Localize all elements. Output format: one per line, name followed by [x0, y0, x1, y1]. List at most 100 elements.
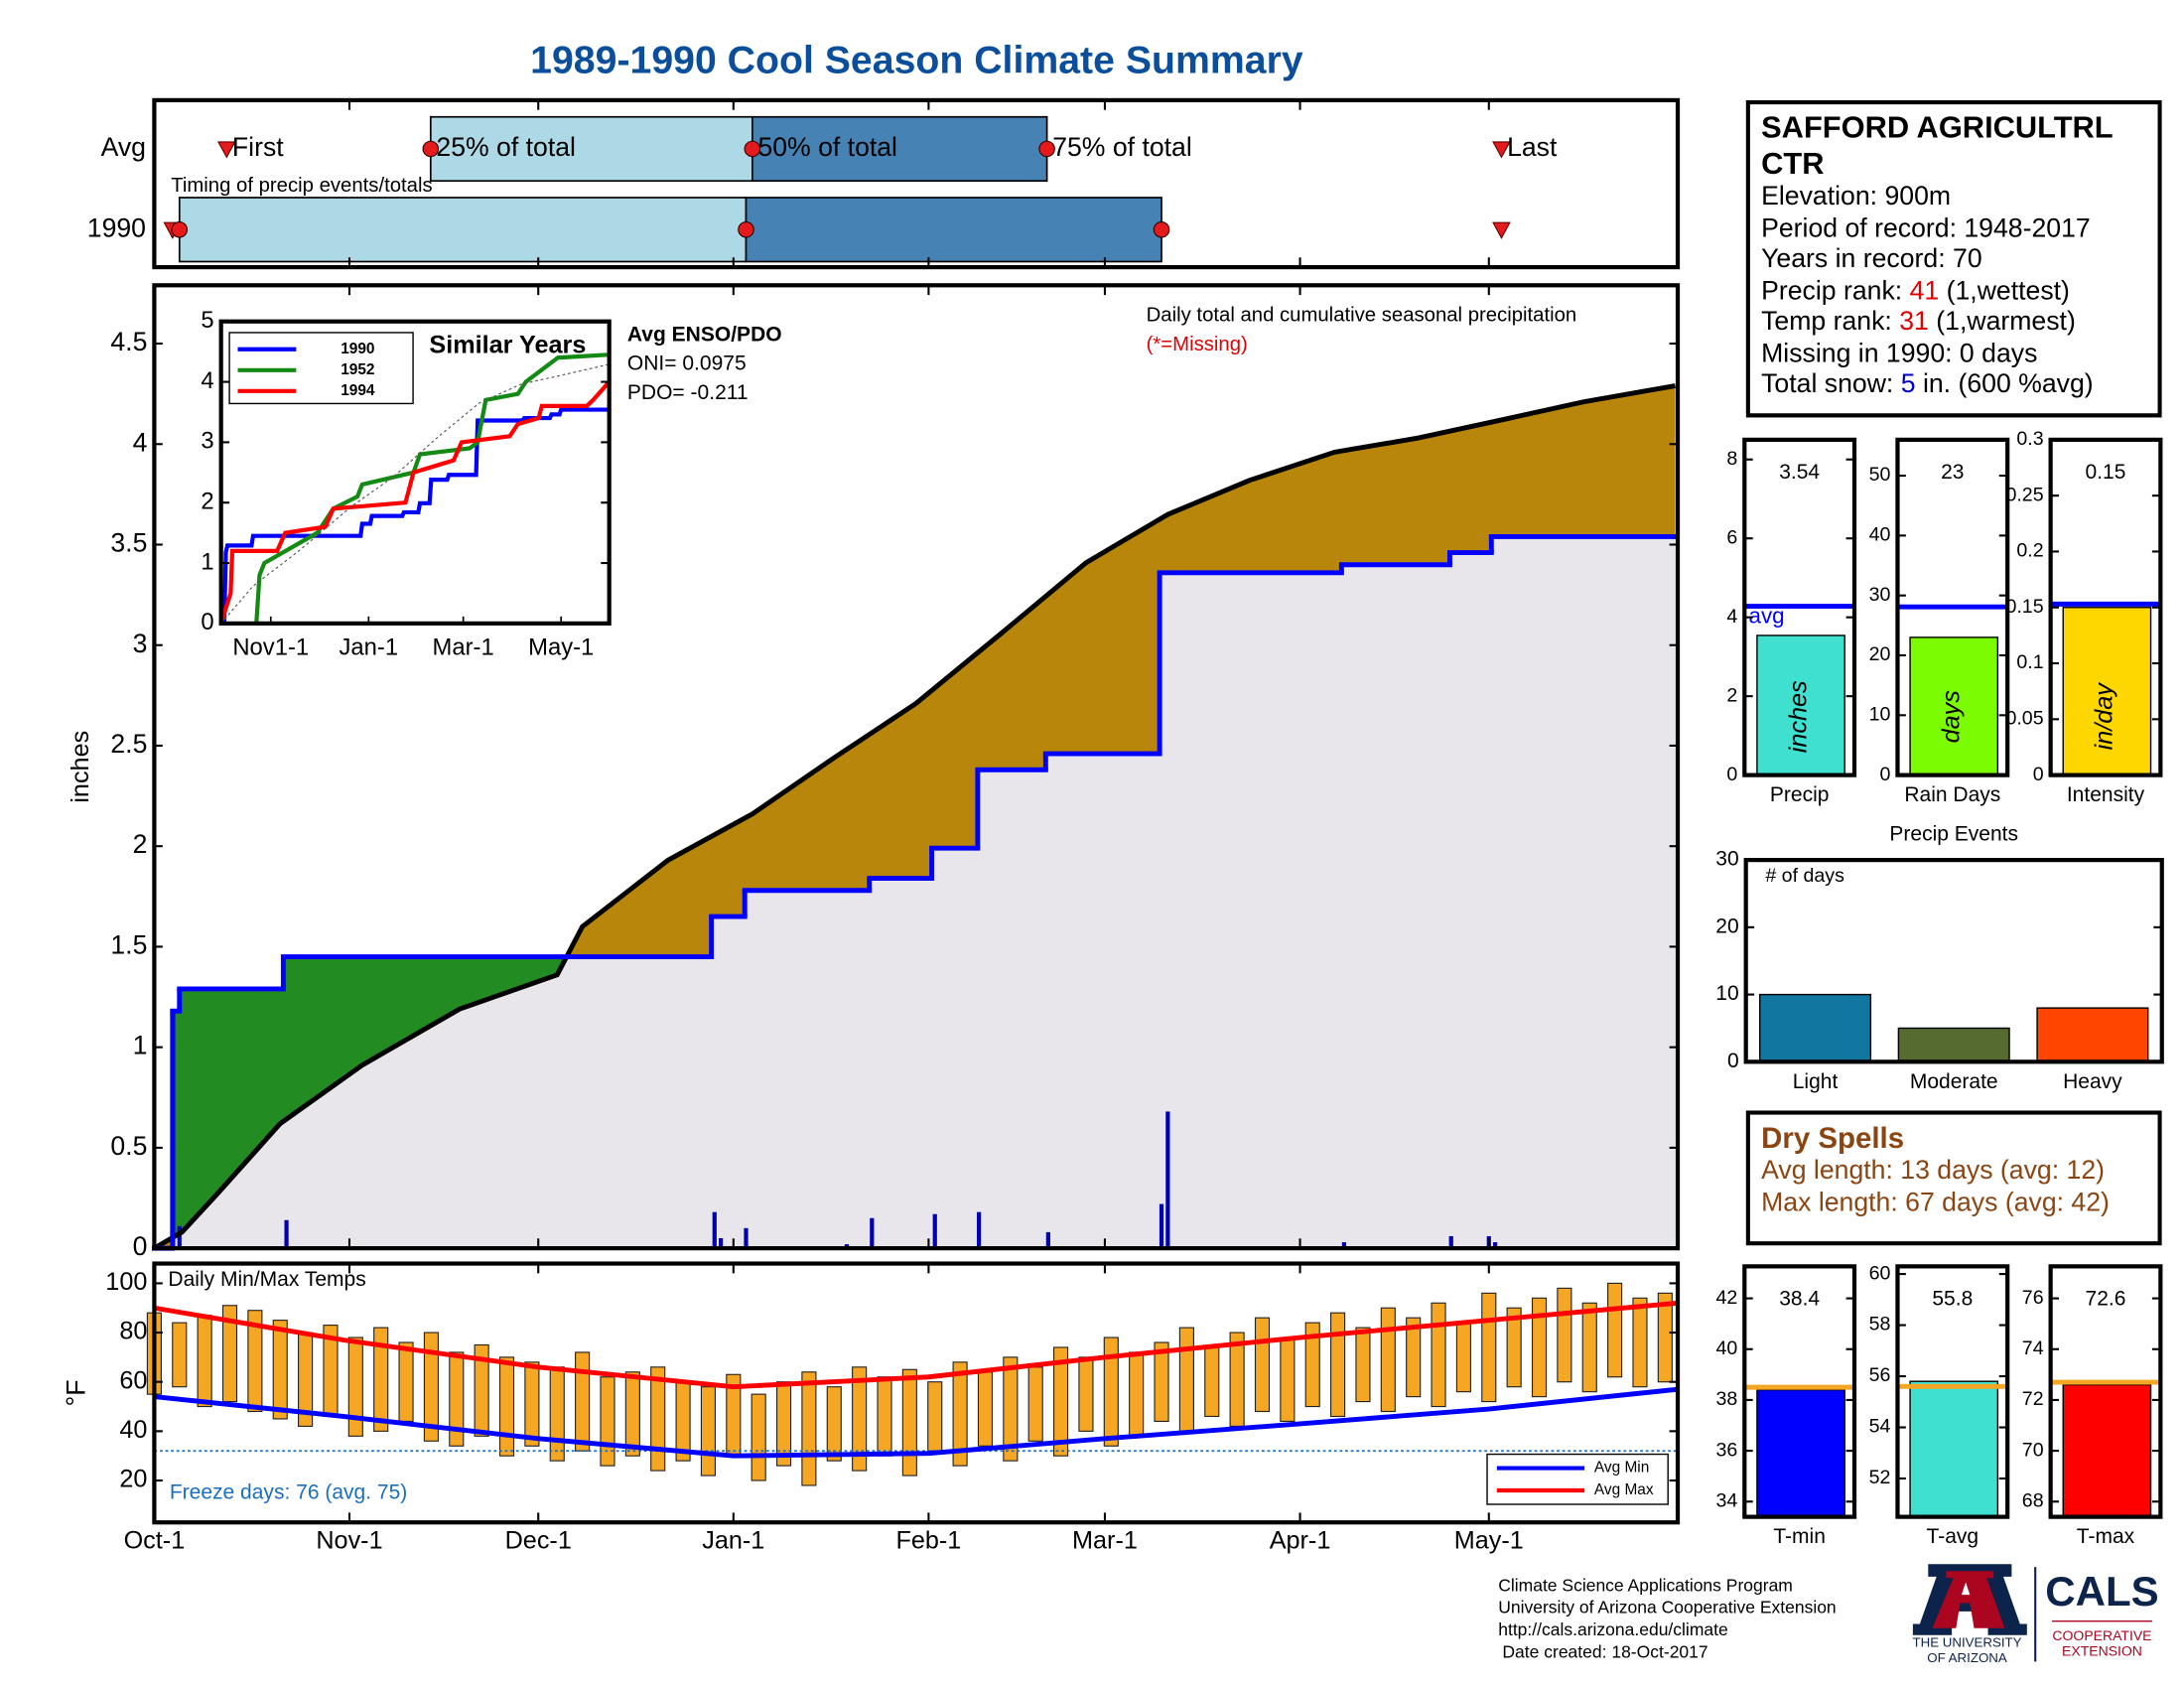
y-tick-label: 4: [133, 427, 148, 457]
temp-range-bar: [1557, 1287, 1572, 1383]
bar: [1756, 634, 1845, 776]
x-tick-label: Apr-1: [1270, 1527, 1331, 1555]
ua-logo-hole: [1961, 1582, 1971, 1596]
station-box: SAFFORD AGRICULTRL CTR Elevation: 900m P…: [1745, 99, 2162, 418]
value: 5: [1900, 369, 1916, 400]
y-tick-label: 3: [201, 428, 213, 455]
footer-line: University of Arizona Cooperative Extens…: [1498, 1598, 1836, 1618]
avg-temp-line: [153, 1300, 1679, 1390]
y-axis-label: inches: [67, 731, 94, 803]
x-tick-label: Moderate: [1910, 1070, 1998, 1093]
enso-pdo: PDO= -0.211: [627, 381, 749, 404]
y-tick-label: 20: [1715, 914, 1738, 937]
y-tick-label: 4: [1726, 606, 1737, 628]
temp-range-bar: [398, 1341, 414, 1422]
daily-precip-bar: [1159, 1203, 1164, 1249]
temp-range-bar: [1355, 1327, 1371, 1403]
y-tick-label: 10: [1869, 704, 1891, 726]
y-tick-label: 36: [1715, 1439, 1737, 1461]
inset-line: [220, 363, 610, 625]
y-tick-label: 0.2: [2016, 540, 2043, 562]
plot-frame: [1742, 1264, 1857, 1519]
dry-spells-max: Max length: 67 days (avg: 42): [1761, 1188, 2110, 1218]
ua-text: OF ARIZONA: [1927, 1650, 2007, 1665]
y-tick-label: 56: [1869, 1364, 1891, 1386]
temp-range-bar: [751, 1393, 766, 1481]
marker-label: Last: [1507, 132, 1558, 162]
y-tick-label: 1: [201, 548, 213, 575]
value: 41: [1909, 276, 1940, 306]
x-tick-label: Heavy: [2063, 1070, 2122, 1093]
note: in. (600 %avg): [1922, 369, 2094, 400]
bar: [1756, 1388, 1845, 1518]
temp-range-bar: [1657, 1292, 1673, 1383]
temp-range-bar: [1481, 1292, 1497, 1403]
station-period: Period of record: 1948-2017: [1761, 213, 2091, 243]
y-tick-label: 50: [1869, 464, 1891, 486]
value-label: 55.8: [1932, 1288, 1973, 1311]
temp-range-bar: [700, 1386, 717, 1477]
x-tick-label: Nov1-1: [232, 633, 309, 660]
label: Precip rank:: [1761, 276, 1903, 306]
legend-label: Avg Min: [1594, 1460, 1649, 1477]
temp-range-bar: [1531, 1297, 1548, 1398]
plot-frame: [2048, 437, 2163, 777]
temp-range-bar: [1380, 1307, 1396, 1413]
value-label: 23: [1941, 461, 1964, 484]
y-tick-label: 30: [1869, 584, 1891, 606]
y-tick-label: 72: [2022, 1388, 2044, 1410]
y-tick-label: 42: [1715, 1287, 1737, 1309]
bar: [1759, 993, 1872, 1063]
x-tick-label: Dec-1: [505, 1527, 572, 1555]
bar: [2062, 1383, 2152, 1518]
y-tick-label: 34: [1715, 1489, 1737, 1511]
y-tick-label: 0: [2033, 764, 2044, 785]
y-tick-label: 76: [2022, 1287, 2044, 1309]
temp-range-bar: [524, 1361, 540, 1447]
bar: [1909, 636, 1999, 776]
value-label: 72.6: [2086, 1288, 2126, 1311]
row-label: 1990: [87, 212, 146, 242]
timing-marker: [1492, 141, 1511, 159]
y-tick-label: 0.05: [2005, 708, 2043, 730]
y-tick-label: 40: [1869, 524, 1891, 546]
y-tick-label: 60: [1869, 1262, 1891, 1284]
y-tick-label: 0: [133, 1231, 148, 1261]
x-tick-label: Mar-1: [1072, 1527, 1138, 1555]
station-name: SAFFORD AGRICULTRL CTR: [1761, 109, 2114, 182]
timing-marker: [1153, 220, 1170, 238]
y-tick-label: 54: [1869, 1416, 1891, 1438]
enso-title: Avg ENSO/PDO: [627, 323, 782, 346]
total-snow: Total snow: 5 in. (600 %avg): [1761, 370, 2146, 402]
marker-label: 75% of total: [1052, 132, 1192, 162]
dry-spells-avg: Avg length: 13 days (avg: 12): [1761, 1156, 2106, 1187]
y-tick-label: 1.5: [110, 929, 147, 959]
inset-line: [254, 352, 610, 625]
temp-range-bar: [1581, 1302, 1597, 1393]
missing-days: Missing in 1990: 0 days: [1761, 339, 2038, 368]
dry-spells-panel: Dry Spells Avg length: 13 days (avg: 12)…: [1745, 1110, 2162, 1246]
temp-range-bar: [449, 1351, 465, 1447]
temp-range-bar: [1154, 1341, 1169, 1422]
x-tick-label: Jan-1: [702, 1527, 764, 1555]
inset-line: [220, 407, 610, 626]
x-label: Precip: [1770, 783, 1830, 806]
x-label: Rain Days: [1904, 783, 2000, 806]
chart-title: Precip Events: [1889, 822, 2018, 845]
timing-marker: [171, 220, 189, 238]
legend-box: [1486, 1453, 1669, 1505]
y-tick-label: 58: [1869, 1314, 1891, 1336]
temp-range-bar: [650, 1366, 666, 1472]
x-tick-label: May-1: [528, 633, 594, 660]
y-tick-label: 4.5: [110, 327, 147, 356]
unit-label: days: [1937, 690, 1965, 744]
daily-precip-bar: [1493, 1242, 1498, 1249]
annotation: # of days: [1765, 865, 1844, 887]
y-tick-label: 74: [2022, 1337, 2044, 1359]
plot-frame: [1895, 437, 2010, 777]
temp-range-bar: [423, 1332, 439, 1442]
x-label: T-min: [1773, 1525, 1826, 1548]
value-label: 3.54: [1779, 461, 1820, 484]
temp-range-bar: [901, 1368, 917, 1477]
